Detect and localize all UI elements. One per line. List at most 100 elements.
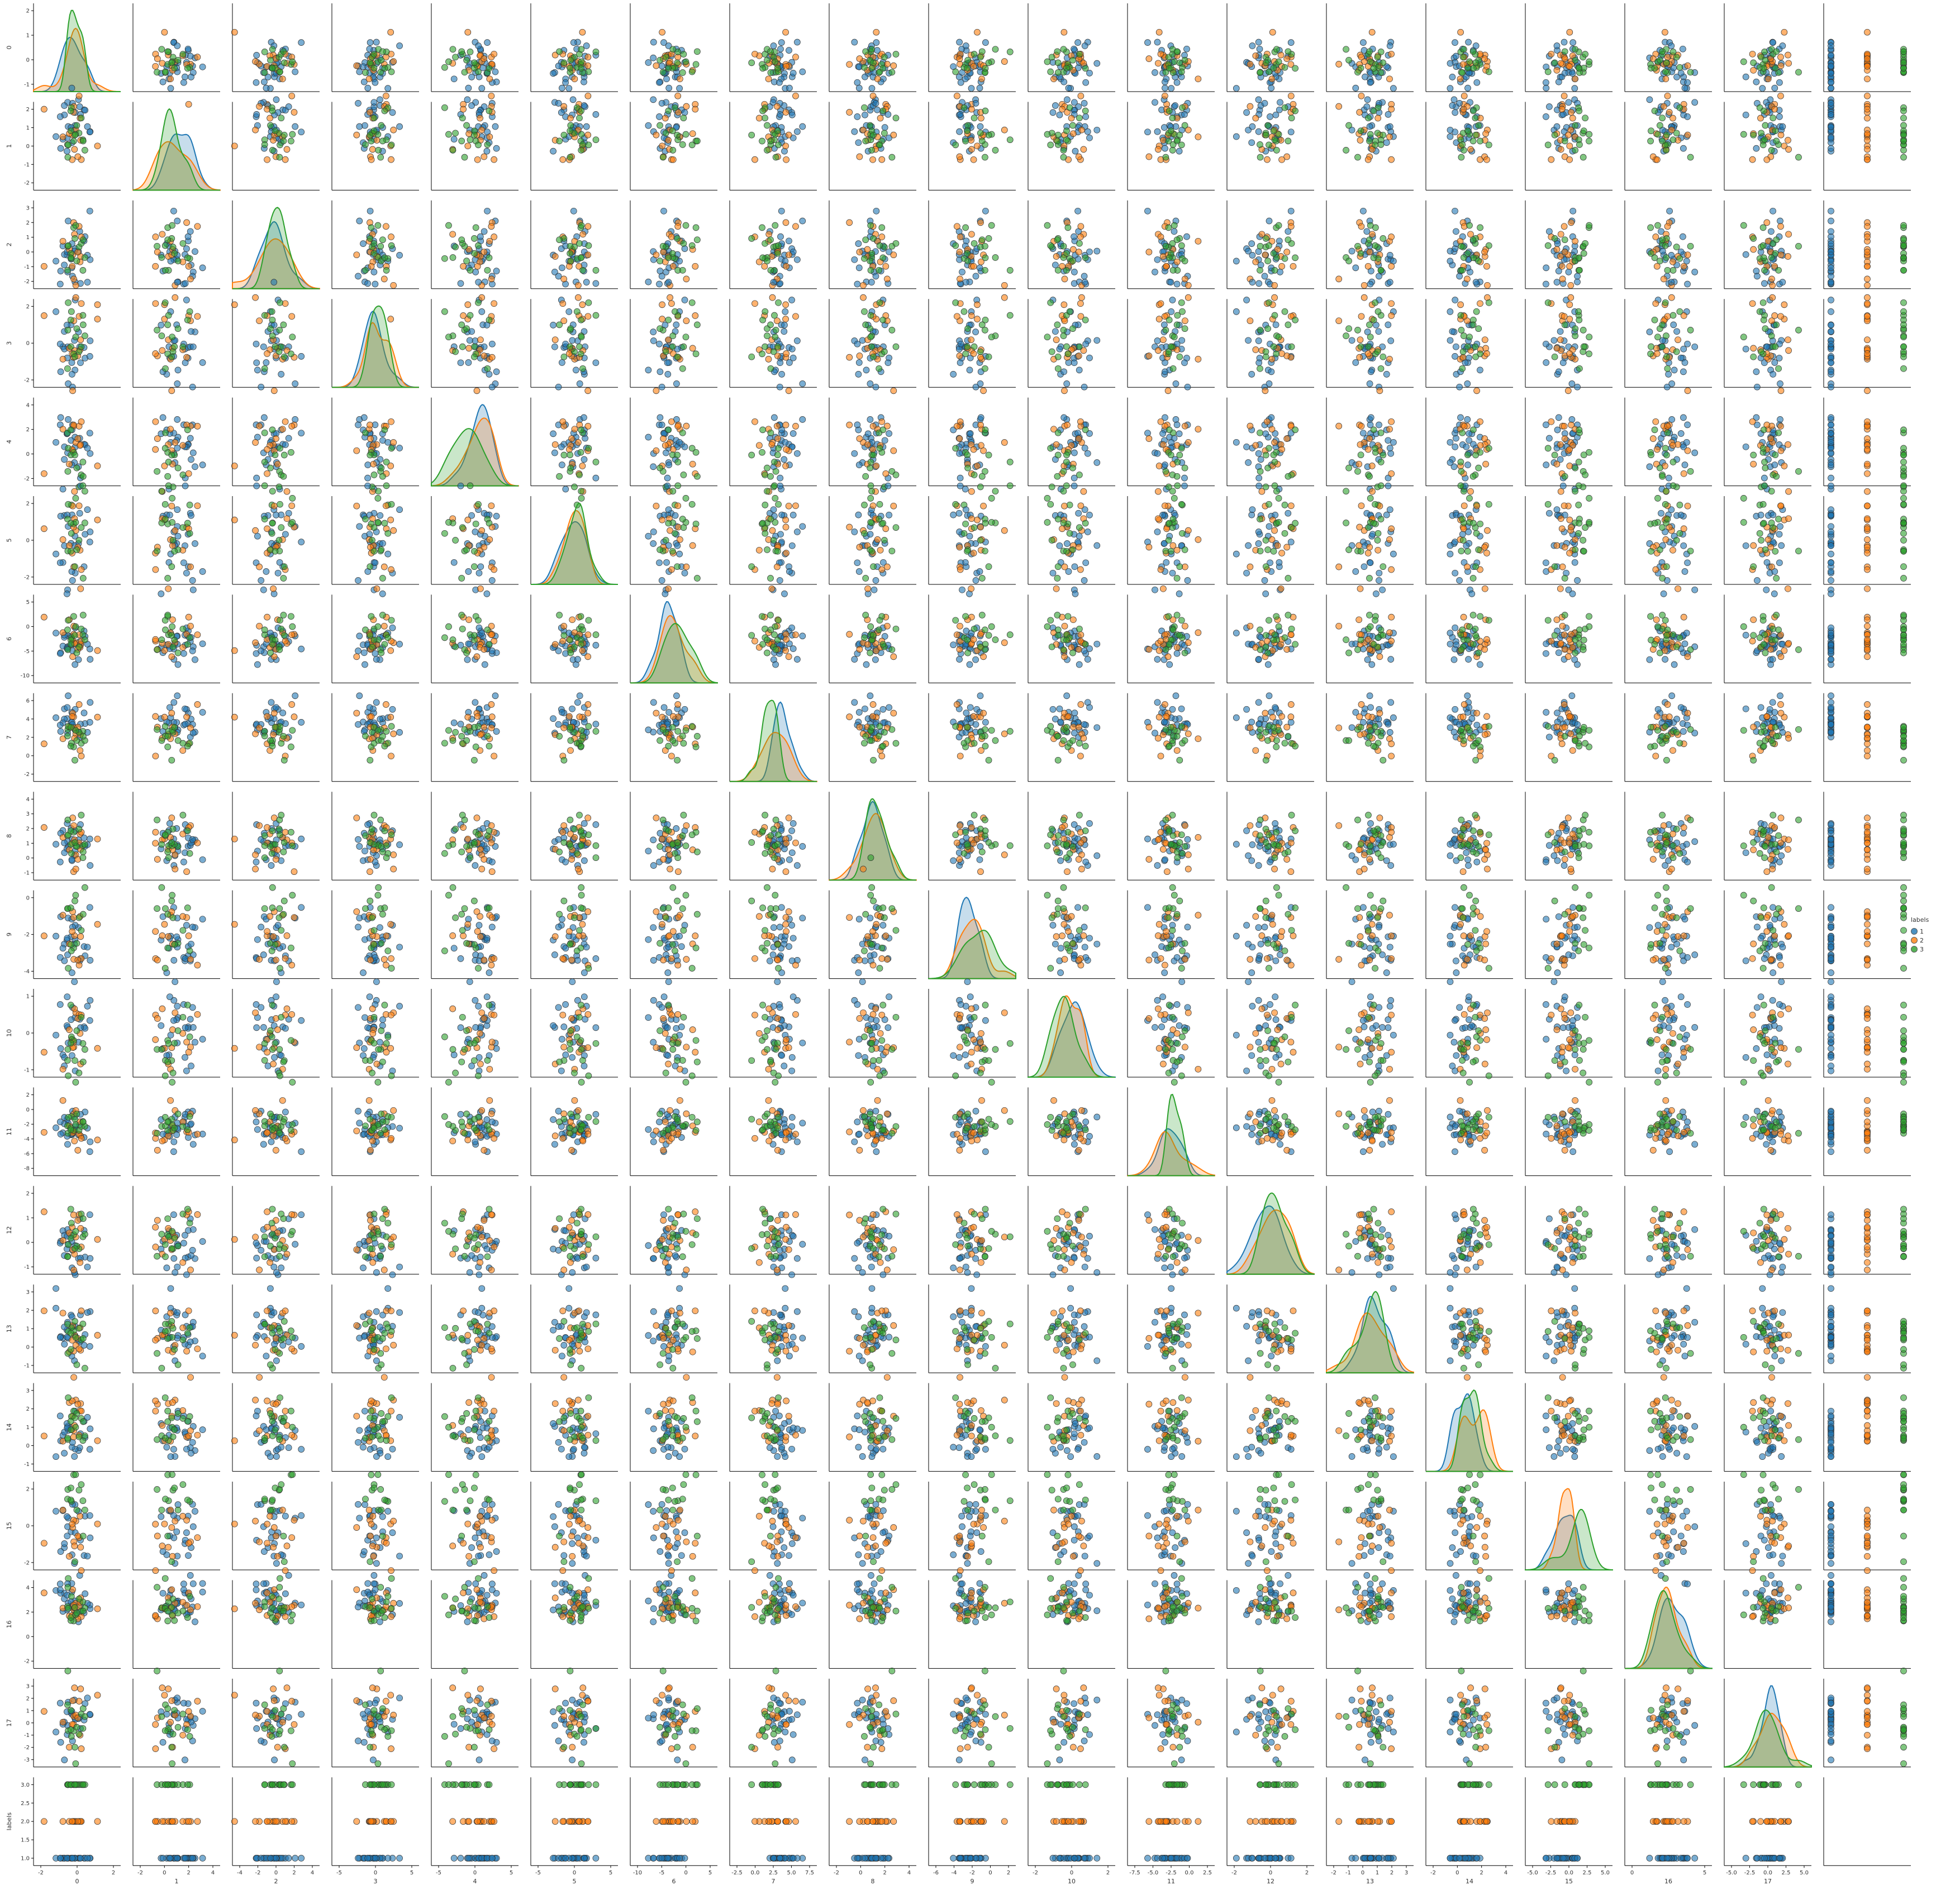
point-2 — [1664, 223, 1671, 230]
point-2 — [785, 387, 792, 394]
point-1 — [53, 258, 59, 265]
point-1 — [254, 366, 261, 374]
point-3 — [764, 147, 770, 154]
point-2 — [194, 423, 201, 430]
panel-1-17 — [1724, 84, 1811, 191]
point-3 — [467, 267, 474, 274]
point-2 — [1080, 488, 1087, 495]
point-1 — [1376, 273, 1382, 280]
point-2 — [974, 316, 981, 322]
point-3 — [1380, 235, 1387, 242]
point-1 — [84, 279, 91, 285]
point-3 — [1167, 127, 1174, 135]
point-1 — [770, 279, 777, 285]
point-2 — [187, 275, 194, 283]
point-3 — [1054, 137, 1061, 145]
point-3 — [1262, 451, 1269, 459]
point-3 — [486, 254, 493, 261]
point-3 — [1171, 58, 1178, 65]
point-2 — [460, 106, 467, 113]
point-3 — [1676, 104, 1683, 111]
point-1 — [1386, 279, 1393, 285]
point-2 — [1001, 282, 1008, 289]
point-2 — [464, 28, 472, 36]
point-2 — [1388, 312, 1395, 319]
point-2 — [1864, 92, 1871, 99]
point-2 — [1558, 106, 1566, 113]
point-1 — [873, 39, 880, 46]
point-3 — [486, 65, 493, 72]
point-1 — [1684, 340, 1691, 348]
point-3 — [79, 137, 87, 145]
point-2 — [1252, 346, 1259, 353]
point-3 — [179, 51, 187, 58]
point-2 — [1335, 61, 1343, 68]
point-3 — [1257, 242, 1264, 250]
point-2 — [566, 263, 573, 270]
point-3 — [1477, 137, 1483, 145]
point-3 — [1166, 426, 1173, 434]
point-3 — [881, 348, 888, 355]
point-2 — [264, 470, 270, 477]
point-1 — [477, 233, 484, 240]
point-3 — [1459, 54, 1467, 61]
point-3 — [1174, 459, 1181, 465]
point-1 — [1152, 69, 1158, 76]
point-2 — [846, 61, 853, 68]
point-2 — [1669, 115, 1676, 122]
point-2 — [1369, 231, 1376, 238]
point-3 — [1586, 137, 1592, 145]
point-3 — [1176, 451, 1183, 459]
point-3 — [1647, 350, 1654, 358]
point-3 — [982, 242, 988, 250]
panel-0-10 — [1028, 3, 1115, 108]
panel-2-10 — [1028, 200, 1115, 322]
point-2 — [782, 28, 789, 36]
point-2 — [1553, 246, 1561, 253]
point-3 — [1257, 468, 1264, 475]
point-1 — [551, 449, 558, 456]
point-1 — [159, 78, 167, 85]
point-1 — [372, 79, 379, 86]
point-3 — [1006, 267, 1014, 274]
panel-3-2 — [231, 279, 320, 394]
point-1 — [361, 122, 368, 129]
point-2 — [977, 421, 984, 429]
point-1 — [64, 147, 70, 155]
point-2 — [1388, 50, 1395, 58]
point-3 — [657, 56, 663, 64]
point-3 — [280, 59, 288, 66]
point-1 — [581, 78, 587, 85]
point-3 — [1063, 459, 1070, 465]
panel-3-10 — [1028, 279, 1115, 394]
point-3 — [1181, 258, 1188, 264]
point-2 — [1064, 421, 1071, 429]
point-2 — [1358, 92, 1365, 99]
point-3 — [164, 48, 172, 55]
point-1 — [658, 421, 665, 429]
point-2 — [1557, 231, 1564, 238]
point-2 — [957, 275, 963, 283]
point-2 — [878, 234, 886, 240]
point-3 — [669, 343, 676, 350]
point-3 — [578, 488, 585, 495]
point-3 — [1069, 56, 1076, 64]
point-2 — [369, 146, 376, 153]
point-3 — [567, 451, 574, 459]
point-3 — [1374, 308, 1382, 315]
point-3 — [269, 426, 276, 434]
point-3 — [870, 131, 877, 139]
point-3 — [1271, 267, 1278, 274]
point-1 — [854, 340, 861, 348]
point-3 — [971, 472, 978, 478]
point-3 — [870, 235, 877, 242]
point-1 — [673, 380, 680, 387]
point-1 — [298, 128, 305, 136]
point-3 — [567, 56, 574, 64]
point-3 — [379, 137, 386, 145]
y-tick-label: -2 — [24, 378, 30, 384]
point-2 — [1278, 350, 1285, 357]
point-3 — [767, 266, 774, 274]
point-2 — [1750, 345, 1757, 352]
